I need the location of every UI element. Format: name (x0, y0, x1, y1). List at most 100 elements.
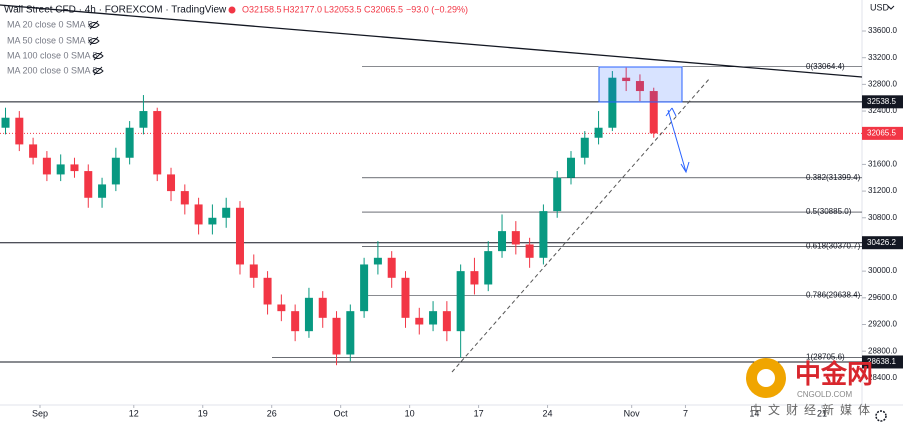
price-badge-label: 30426.2 (867, 238, 896, 247)
fib-level-label: 0.618(30370.7) (806, 242, 861, 251)
candle-body (263, 277, 272, 305)
indicator-label: MA 50 close 0 SMA 5 (7, 35, 93, 45)
dashed-trend-line (451, 77, 711, 373)
candle-body (594, 127, 603, 138)
price-badge-label: 28638.1 (867, 357, 896, 366)
x-tick-label: 17 (474, 408, 484, 418)
candle-body (429, 311, 438, 325)
watermark-logo-inner (757, 369, 775, 387)
ohlc-high: H32177.0 (283, 4, 322, 14)
x-tick-label: 7 (683, 408, 688, 418)
price-badge (862, 355, 903, 369)
candle-body (139, 111, 148, 128)
range-box (598, 66, 683, 103)
candle-body (153, 111, 162, 175)
candle-body (235, 207, 244, 265)
x-tick-label: Sep (32, 408, 48, 418)
candle-body (649, 91, 658, 134)
x-tick-label: Nov (624, 408, 641, 418)
candle-body (539, 211, 548, 258)
y-tick-label: 33600.0 (868, 26, 897, 35)
candle-body (415, 317, 424, 325)
eye-icons[interactable] (88, 20, 104, 76)
x-tick-label: 26 (267, 408, 277, 418)
candle-body (635, 81, 644, 92)
candle-body (332, 317, 341, 355)
candle-body (208, 217, 217, 225)
watermark-site: CNGOLD.COM (797, 390, 852, 399)
y-tick-label: 31600.0 (868, 160, 897, 169)
y-tick-label: 33200.0 (868, 53, 897, 62)
y-tick-label: 29200.0 (868, 320, 897, 329)
candle-body (484, 251, 493, 285)
candle-body (470, 271, 479, 285)
fib-level-label: 0.382(31399.4) (806, 173, 861, 182)
candle-body (304, 297, 313, 332)
ohlc-low: L32053.5 (324, 4, 362, 14)
candle-body (456, 271, 465, 332)
candle-body (442, 311, 451, 332)
candle-body (373, 257, 382, 265)
candle-body (222, 207, 231, 218)
candle-body (111, 157, 120, 185)
x-tick-label: Oct (334, 408, 349, 418)
candle-body (15, 117, 24, 145)
price-badge (862, 236, 903, 250)
candle-body (498, 231, 507, 252)
y-tick-label: 30800.0 (868, 213, 897, 222)
price-axis: 33600.0 33200.0 32800.0 32400.0 31600.0 31200… (32, 26, 903, 418)
trend-line (0, 4, 863, 78)
indicator-label: MA 20 close 0 SMA 5 (7, 19, 93, 29)
y-tick-label: 32800.0 (868, 79, 897, 88)
candle-body (318, 297, 327, 318)
candle-body (566, 157, 575, 178)
fib-level-label: 0(33064.4) (806, 62, 845, 71)
y-tick-label: 28800.0 (868, 346, 897, 355)
candle-body (180, 191, 189, 205)
candle-body (387, 257, 396, 278)
x-tick-label: 19 (198, 408, 208, 418)
last-price-badge (862, 126, 903, 140)
y-tick-label: 28400.0 (868, 373, 897, 382)
candle-body (622, 77, 631, 82)
fib-level-label: 0.5(30885.0) (806, 207, 852, 216)
candle-body (249, 264, 258, 278)
y-tick-label: 30000.0 (868, 266, 897, 275)
ohlc-close: C32065.5 (364, 4, 403, 14)
fib-level-label: 1(28705.6) (806, 353, 845, 362)
candle-body (70, 164, 79, 172)
candle-body (511, 231, 520, 245)
candle-body (194, 204, 203, 225)
y-tick-label: 32400.0 (868, 106, 897, 115)
x-tick-label: 12 (129, 408, 139, 418)
currency-dropdown[interactable] (887, 5, 895, 10)
projection-arrow (667, 109, 690, 174)
candle-body (580, 137, 589, 158)
ohlc-change: −93.0 (−0.29%) (406, 4, 468, 14)
candle-body (125, 127, 134, 158)
settings-gear[interactable] (875, 410, 887, 422)
candle-body (42, 157, 51, 175)
price-badge-label: 32538.5 (867, 97, 896, 106)
arrow-tip (665, 107, 677, 117)
last-price-label: 32065.5 (867, 128, 896, 137)
x-tick-label: 21 (817, 408, 827, 418)
indicator-label: MA 200 close 0 SMA 5 (7, 65, 98, 75)
candle-body (56, 164, 65, 175)
x-tick-label: 24 (543, 408, 553, 418)
price-badge (862, 95, 903, 109)
x-tick-label: 14 (749, 408, 759, 418)
candle-body (1, 117, 10, 128)
y-tick-label: 31200.0 (868, 186, 897, 195)
ohlc-open: O32158.5 (242, 4, 282, 14)
candle-body (98, 184, 107, 198)
indicator-label: MA 100 close 0 SMA 5 (7, 50, 98, 60)
currency-label[interactable]: USD (870, 2, 890, 12)
plot-area: 0(33064.4) 0.382(31399.4) 0.5(30885.0) 0.61… (0, 62, 862, 366)
candle-body (525, 244, 534, 258)
status-dot (228, 6, 236, 14)
fib-level-label: 0.786(29638.4) (806, 290, 861, 299)
candle-body (360, 264, 369, 312)
